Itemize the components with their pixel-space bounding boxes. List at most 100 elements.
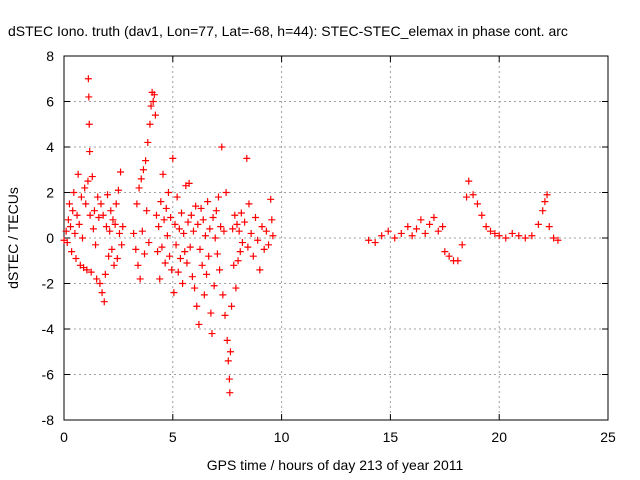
data-point-marker	[206, 225, 214, 233]
data-point-marker	[439, 223, 447, 231]
data-point-marker	[384, 227, 392, 235]
data-point-marker	[173, 193, 181, 201]
data-point-marker	[225, 375, 233, 383]
data-point-marker	[254, 236, 262, 244]
x-tick-label: 5	[169, 429, 177, 445]
data-point-marker	[495, 232, 503, 240]
data-point-marker	[175, 225, 183, 233]
data-point-marker	[249, 252, 257, 260]
data-point-marker	[458, 241, 466, 249]
y-tick-label: 0	[46, 230, 54, 246]
data-point-marker	[130, 229, 138, 237]
data-point-marker	[146, 120, 154, 128]
data-point-marker	[188, 273, 196, 281]
data-point-marker	[94, 193, 102, 201]
data-point-marker	[417, 216, 425, 224]
data-point-marker	[243, 154, 251, 162]
data-point-marker	[256, 266, 264, 274]
data-point-marker	[445, 252, 453, 260]
data-point-marker	[150, 91, 158, 99]
data-point-marker	[539, 207, 547, 215]
data-point-marker	[219, 291, 227, 299]
data-point-marker	[391, 234, 399, 242]
data-point-marker	[426, 220, 434, 228]
data-point-marker	[209, 214, 217, 222]
data-point-marker	[218, 143, 226, 151]
data-point-marker	[550, 234, 558, 242]
data-point-marker	[233, 220, 241, 228]
data-point-marker	[84, 75, 92, 83]
data-point-marker	[181, 248, 189, 256]
data-point-marker	[237, 209, 245, 217]
data-point-marker	[195, 320, 203, 328]
data-point-marker	[430, 214, 438, 222]
data-point-marker	[208, 330, 216, 338]
data-point-marker	[64, 216, 72, 224]
data-point-marker	[231, 211, 239, 219]
data-point-marker	[378, 232, 386, 240]
data-point-marker	[107, 207, 115, 215]
chart-title: dSTEC Iono. truth (dav1, Lon=77, Lat=-68…	[8, 23, 568, 39]
data-point-marker	[158, 243, 166, 251]
data-point-marker	[224, 357, 232, 365]
data-point-marker	[97, 200, 105, 208]
data-point-marker	[159, 170, 167, 178]
data-point-marker	[132, 245, 140, 253]
y-tick-label: -8	[42, 412, 55, 428]
data-point-marker	[183, 259, 191, 267]
data-point-marker	[68, 248, 76, 256]
data-point-marker	[119, 223, 127, 231]
data-point-marker	[106, 227, 114, 235]
data-point-marker	[216, 266, 224, 274]
data-point-marker	[84, 177, 92, 185]
y-tick-label: 2	[46, 185, 54, 201]
data-point-marker	[178, 209, 186, 217]
data-point-marker	[85, 120, 93, 128]
data-point-marker	[258, 223, 266, 231]
data-point-marker	[508, 229, 516, 237]
y-tick-label: -6	[42, 367, 55, 383]
data-point-marker	[72, 254, 80, 262]
data-point-marker	[200, 291, 208, 299]
data-point-marker	[194, 220, 202, 228]
data-point-marker	[269, 232, 277, 240]
data-point-marker	[189, 227, 197, 235]
data-point-marker	[207, 309, 215, 317]
data-point-marker	[236, 248, 244, 256]
data-point-marker	[144, 138, 152, 146]
data-point-marker	[545, 223, 553, 231]
data-point-marker	[73, 211, 81, 219]
data-point-marker	[226, 348, 234, 356]
data-points	[60, 75, 562, 397]
data-point-marker	[81, 184, 89, 192]
x-tick-label: 0	[60, 429, 68, 445]
data-point-marker	[89, 225, 97, 233]
data-point-marker	[260, 245, 268, 253]
data-point-marker	[78, 234, 86, 242]
data-point-marker	[147, 102, 155, 110]
data-point-marker	[174, 268, 182, 276]
data-point-marker	[244, 243, 252, 251]
data-point-marker	[543, 191, 551, 199]
data-point-marker	[268, 216, 276, 224]
data-point-marker	[238, 239, 246, 247]
data-point-marker	[184, 218, 192, 226]
data-point-marker	[265, 241, 273, 249]
data-point-marker	[102, 223, 110, 231]
data-point-marker	[217, 223, 225, 231]
data-point-marker	[163, 232, 171, 240]
data-point-marker	[365, 236, 373, 244]
data-point-marker	[117, 168, 125, 176]
data-point-marker	[454, 257, 462, 265]
data-point-marker	[145, 239, 153, 247]
y-axis-label: dSTEC / TECUs	[5, 187, 21, 289]
data-point-marker	[166, 252, 174, 260]
data-point-marker	[63, 239, 71, 247]
data-point-marker	[171, 220, 179, 228]
data-point-marker	[110, 261, 118, 269]
data-point-marker	[521, 234, 529, 242]
data-point-marker	[408, 232, 416, 240]
data-point-marker	[99, 211, 107, 219]
